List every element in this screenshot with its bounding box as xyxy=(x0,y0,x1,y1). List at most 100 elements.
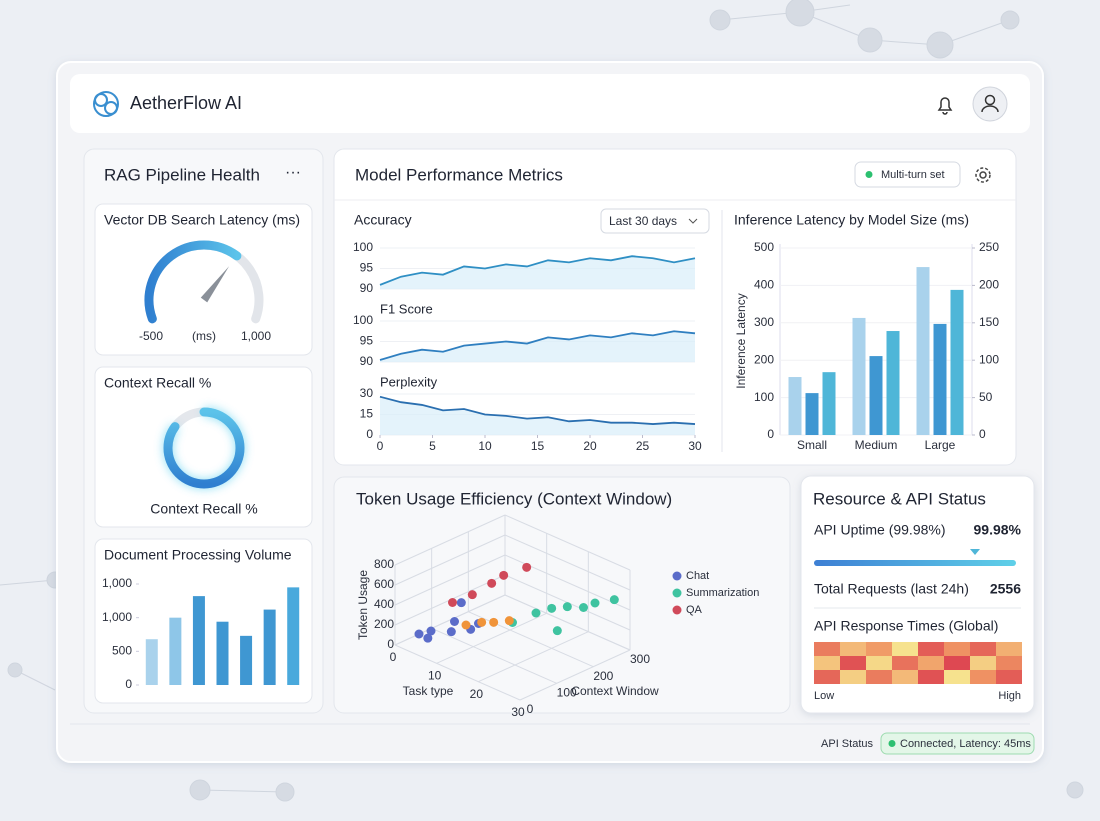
line-area xyxy=(380,331,695,362)
x-tick-label: 30 xyxy=(511,705,525,719)
heatmap-cell xyxy=(970,642,996,656)
y-tick-label: 1,000 xyxy=(102,576,132,590)
panel-title: Resource & API Status xyxy=(813,489,986,508)
heatmap-cell xyxy=(840,670,866,684)
progress-marker xyxy=(970,549,980,555)
x-tick-label: 20 xyxy=(470,687,484,701)
bar xyxy=(192,596,205,685)
scale-high: High xyxy=(998,690,1021,702)
heatmap-cell xyxy=(996,656,1022,670)
heatmap-cell xyxy=(814,642,840,656)
legend-swatch xyxy=(672,605,682,615)
y-tick-label: 95 xyxy=(360,334,374,348)
bar xyxy=(145,639,158,685)
logo xyxy=(93,91,119,117)
y-tick-label: 90 xyxy=(360,281,374,295)
y-tick-label: 100 xyxy=(353,240,373,254)
y2-tick-label: 50 xyxy=(979,390,993,404)
bar xyxy=(216,621,229,685)
scatter-point xyxy=(522,562,532,572)
legend-label: Summarization xyxy=(686,587,759,599)
card-title: Document Processing Volume xyxy=(104,547,292,563)
grid-line xyxy=(431,627,557,684)
scatter-point xyxy=(552,626,562,636)
chart-title: F1 Score xyxy=(380,301,433,316)
y-tick-label: 100 xyxy=(754,390,774,404)
heatmap-cell xyxy=(944,670,970,684)
legend-swatch xyxy=(672,571,682,581)
heatmap-cell xyxy=(996,642,1022,656)
x-tick-label: Small xyxy=(797,438,827,452)
card-title: Context Recall % xyxy=(104,375,211,391)
tokens-panel xyxy=(333,476,791,714)
y-tick-label: 100 xyxy=(353,313,373,327)
header-bar xyxy=(70,74,1030,133)
grid-line xyxy=(504,534,631,591)
legend-label: Chat xyxy=(686,570,709,582)
scatter-point xyxy=(609,595,619,605)
background-network xyxy=(0,0,1084,802)
status-pill xyxy=(880,732,1035,755)
scatter-point xyxy=(547,603,557,613)
bar xyxy=(950,289,964,435)
more-button[interactable]: ··· xyxy=(285,164,301,181)
scatter-point xyxy=(504,616,514,626)
scatter-point xyxy=(450,617,459,626)
y-tick-label: 0 xyxy=(366,427,373,441)
settings-button[interactable] xyxy=(975,167,991,183)
x-tick-label: 25 xyxy=(636,439,650,453)
status-dot xyxy=(888,740,896,747)
y2-tick-label: 200 xyxy=(979,278,999,292)
line xyxy=(379,330,696,361)
z-tick-label: 200 xyxy=(374,617,394,631)
y-tick-label: 1,000 xyxy=(102,610,132,624)
badge-dot xyxy=(865,171,873,178)
heatmap-cell xyxy=(918,642,944,656)
uptime-text: 99.98% xyxy=(974,522,1022,538)
legend-swatch xyxy=(672,588,682,598)
y2-tick-label: 100 xyxy=(979,352,999,366)
gauge-unit: (ms) xyxy=(192,329,216,343)
range-dropdown[interactable] xyxy=(600,208,710,234)
y2-tick-label: 150 xyxy=(979,315,999,329)
ring-value xyxy=(163,407,245,489)
grid-line xyxy=(519,649,631,701)
scatter-point xyxy=(579,603,588,612)
scatter-point xyxy=(562,602,572,612)
heatmap-cell xyxy=(970,656,996,670)
y-tick-label: 0 xyxy=(527,702,534,716)
recall-card xyxy=(94,366,313,528)
y2-tick-label: 250 xyxy=(979,240,999,254)
gauge-needle xyxy=(200,266,230,303)
bar xyxy=(805,393,819,435)
requests-value: 2556 xyxy=(990,581,1021,597)
heatmap-cell xyxy=(918,656,944,670)
heatmap-cell xyxy=(866,670,892,684)
z-axis-label: Token Usage xyxy=(356,570,370,640)
y-tick-label: 90 xyxy=(360,354,374,368)
y-tick-label: 300 xyxy=(630,652,650,666)
scatter-point xyxy=(489,617,499,627)
bar xyxy=(240,635,253,685)
avatar-button[interactable] xyxy=(972,86,1008,122)
y-tick-label: 300 xyxy=(754,315,774,329)
heatmap-cell xyxy=(840,656,866,670)
badge[interactable] xyxy=(854,161,961,188)
chart-title: Perplexity xyxy=(380,374,438,389)
bell-button[interactable] xyxy=(937,97,953,115)
legend-label: QA xyxy=(686,604,703,616)
heatmap-cell xyxy=(814,656,840,670)
bar xyxy=(916,267,930,435)
requests-label: Total Requests (last 24h) xyxy=(814,581,969,597)
y-tick-label: 15 xyxy=(360,407,374,421)
x-tick-label: Large xyxy=(925,438,956,452)
y-tick-label: 500 xyxy=(754,240,774,254)
bar xyxy=(822,372,836,435)
scatter-point xyxy=(446,627,456,637)
footer-label: API Status xyxy=(821,738,873,750)
z-tick-label: 400 xyxy=(374,597,394,611)
x-tick-label: 0 xyxy=(377,439,384,453)
scatter-point xyxy=(487,578,497,588)
grid-line xyxy=(504,594,631,651)
gauge-min: -500 xyxy=(139,329,163,343)
